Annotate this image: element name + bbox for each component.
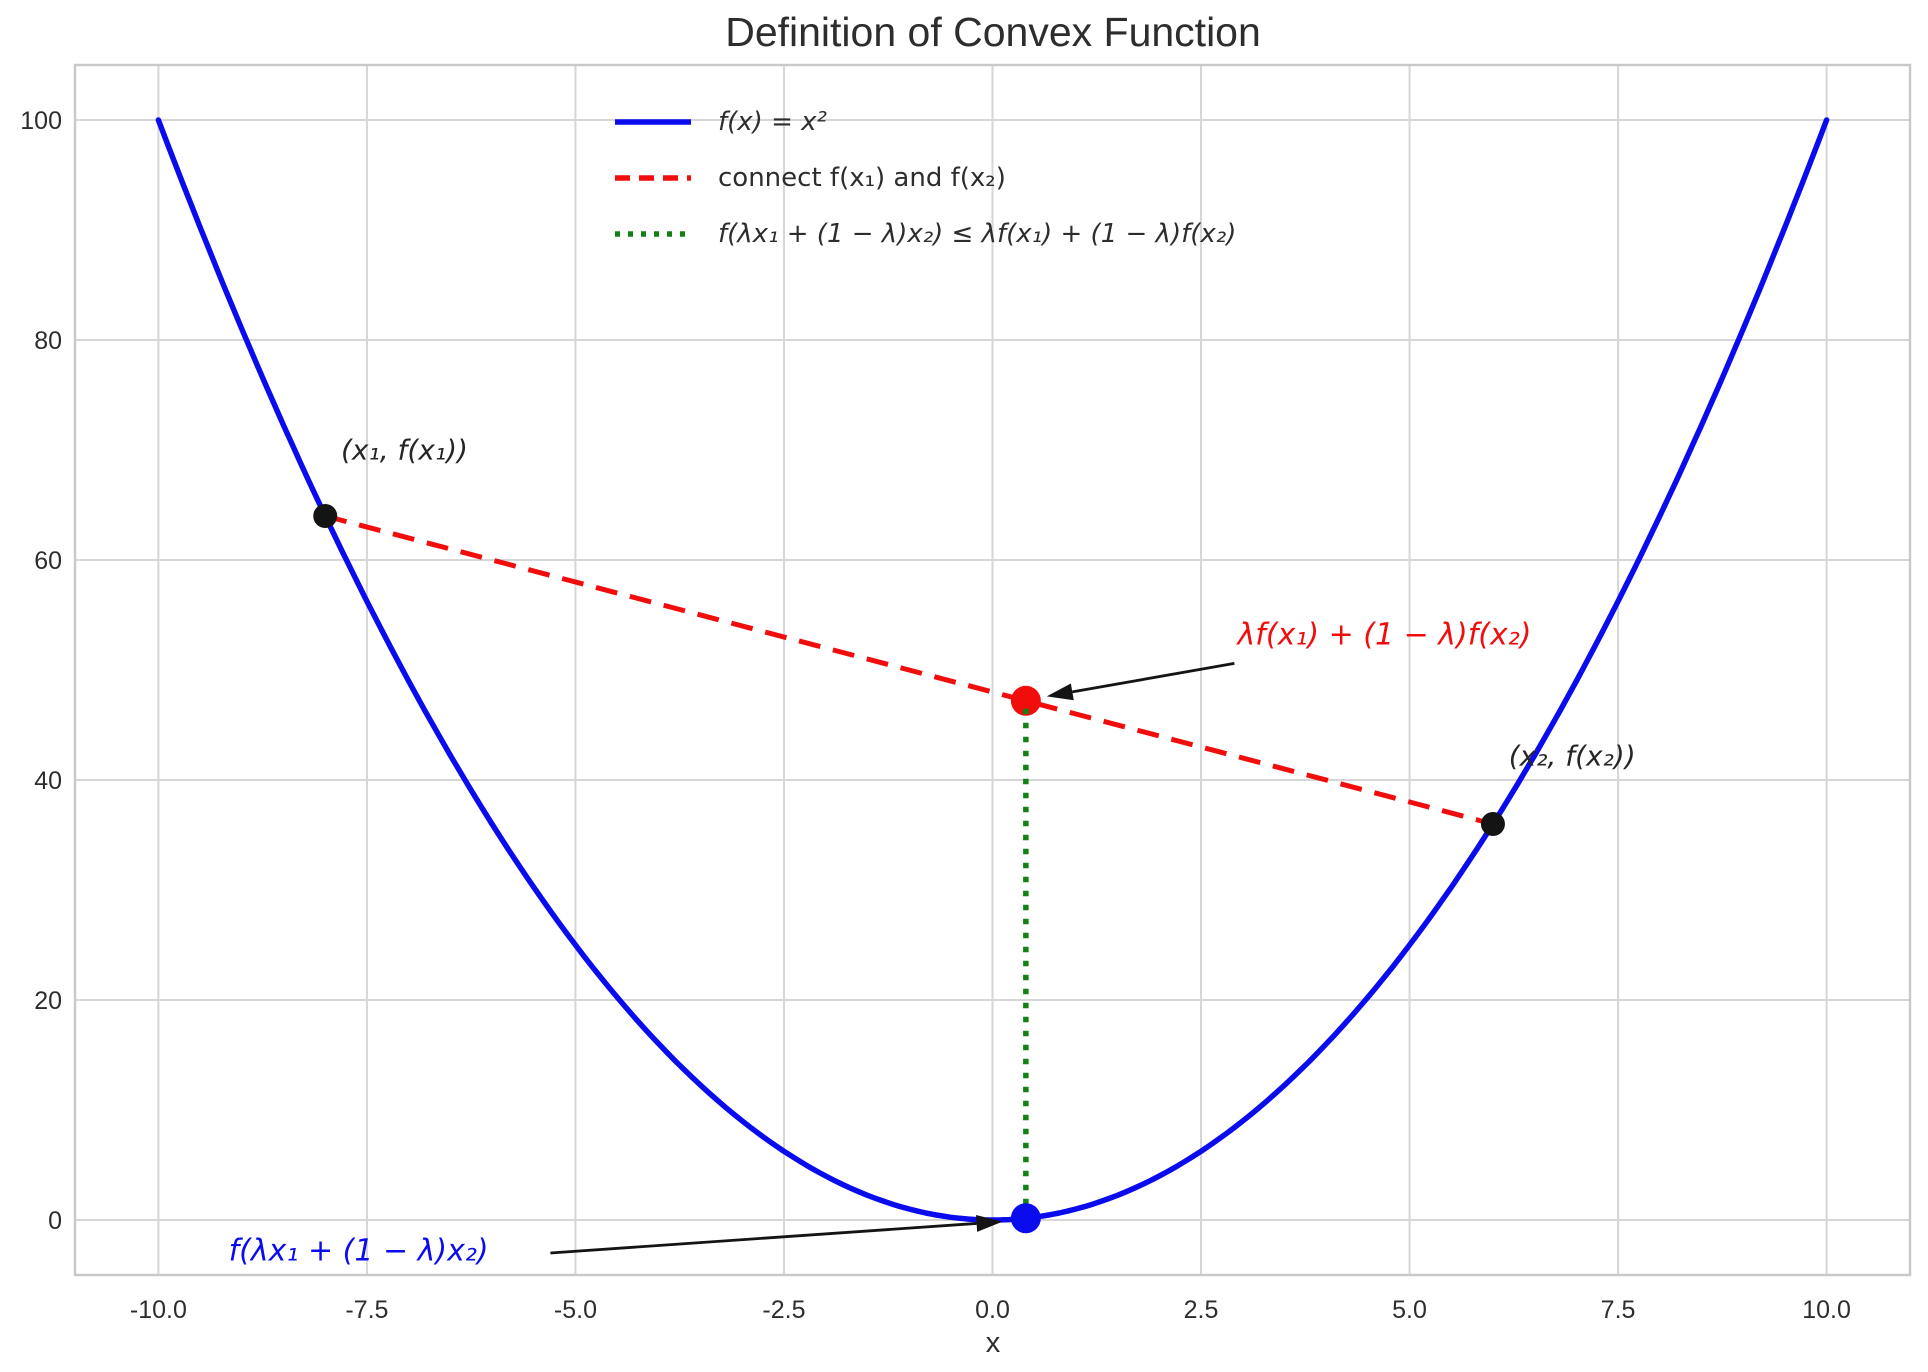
y-tick-label: 100 — [20, 107, 62, 135]
x-tick-label: -7.5 — [345, 1296, 388, 1324]
legend: f(x) = x² connect f(x₁) and f(x₂) f(λx₁ … — [612, 94, 1236, 262]
x-tick-label: 2.5 — [1184, 1296, 1219, 1324]
legend-item-inequality: f(λx₁ + (1 − λ)x₂) ≤ λf(x₁) + (1 − λ)f(x… — [612, 206, 1236, 262]
x-axis-label: x — [985, 1327, 1001, 1359]
legend-dashed-line-sample — [615, 175, 691, 181]
arrow-to-curve-point-line — [550, 1222, 977, 1255]
legend-label-chord: connect f(x₁) and f(x₂) — [718, 163, 1006, 193]
y-tick-label: 20 — [34, 987, 62, 1015]
legend-solid-line-sample — [615, 119, 691, 125]
y-tick-label: 0 — [48, 1207, 62, 1235]
x2-point — [1480, 812, 1505, 836]
arrow-to-chord-point-line — [1072, 662, 1235, 694]
y-tick-label: 80 — [34, 327, 62, 355]
legend-label-inequality: f(λx₁ + (1 − λ)x₂) ≤ λf(x₁) + (1 − λ)f(x… — [718, 219, 1237, 249]
arrow-to-chord-point-head — [1046, 683, 1074, 701]
point-label-x1: (x₁, f(x₁)) — [340, 433, 468, 467]
arrow-to-curve-point-head — [975, 1214, 1003, 1232]
x-tick-label: 0.0 — [975, 1296, 1010, 1324]
x-tick-label: 10.0 — [1802, 1296, 1851, 1324]
chart-title: Definition of Convex Function — [725, 9, 1261, 55]
legend-label-curve: f(x) = x² — [718, 107, 827, 137]
x-tick-label: 5.0 — [1392, 1296, 1427, 1324]
x-tick-label: -2.5 — [762, 1296, 805, 1324]
x1-point — [313, 504, 338, 528]
x-tick-label: -10.0 — [130, 1296, 187, 1324]
x-tick-label: 7.5 — [1601, 1296, 1636, 1324]
y-tick-label: 40 — [34, 767, 62, 795]
x-tick-label: -5.0 — [554, 1296, 597, 1324]
chord-point — [1010, 685, 1041, 716]
y-axis-label: f(x) — [0, 650, 1, 700]
legend-item-chord: connect f(x₁) and f(x₂) — [612, 150, 1236, 206]
legend-item-curve: f(x) = x² — [612, 94, 1236, 150]
legend-dotted-line-sample — [615, 231, 691, 237]
annotation-chord-value: λf(x₁) + (1 − λ)f(x₂) — [1237, 617, 1532, 653]
chord-dashed-line — [324, 513, 1494, 827]
curve-point — [1010, 1203, 1041, 1234]
plot-border — [73, 63, 1912, 1277]
annotation-curve-value: f(λx₁ + (1 − λ)x₂) — [228, 1233, 489, 1269]
y-tick-label: 60 — [34, 547, 62, 575]
point-label-x2: (x₂, f(x₂)) — [1508, 739, 1636, 773]
